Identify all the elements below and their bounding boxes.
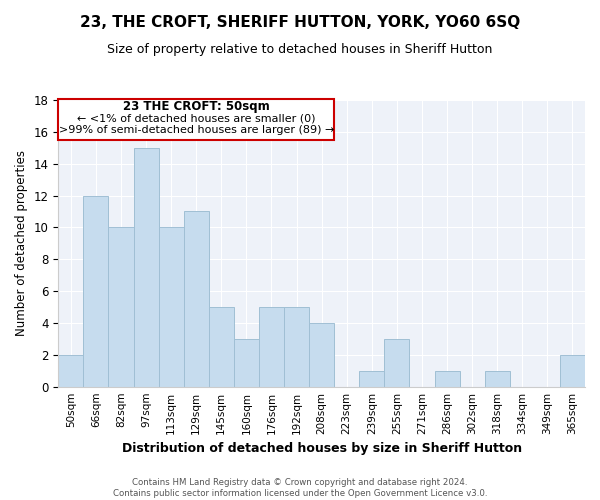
Text: ← <1% of detached houses are smaller (0): ← <1% of detached houses are smaller (0) [77,114,316,124]
Bar [259,307,284,386]
FancyBboxPatch shape [58,99,334,140]
Bar [58,355,83,386]
Text: >99% of semi-detached houses are larger (89) →: >99% of semi-detached houses are larger … [59,126,334,136]
Bar [359,371,385,386]
Bar [434,371,460,386]
Bar [485,371,510,386]
Bar [158,228,184,386]
Text: Contains HM Land Registry data © Crown copyright and database right 2024.
Contai: Contains HM Land Registry data © Crown c… [113,478,487,498]
Bar [134,148,158,386]
Y-axis label: Number of detached properties: Number of detached properties [15,150,28,336]
Text: 23 THE CROFT: 50sqm: 23 THE CROFT: 50sqm [123,100,269,113]
Bar [109,228,134,386]
Bar [234,339,259,386]
Text: Size of property relative to detached houses in Sheriff Hutton: Size of property relative to detached ho… [107,42,493,56]
Bar [184,212,209,386]
X-axis label: Distribution of detached houses by size in Sheriff Hutton: Distribution of detached houses by size … [122,442,522,455]
Bar [83,196,109,386]
Text: 23, THE CROFT, SHERIFF HUTTON, YORK, YO60 6SQ: 23, THE CROFT, SHERIFF HUTTON, YORK, YO6… [80,15,520,30]
Bar [560,355,585,386]
Bar [309,323,334,386]
Bar [385,339,409,386]
Bar [284,307,309,386]
Bar [209,307,234,386]
